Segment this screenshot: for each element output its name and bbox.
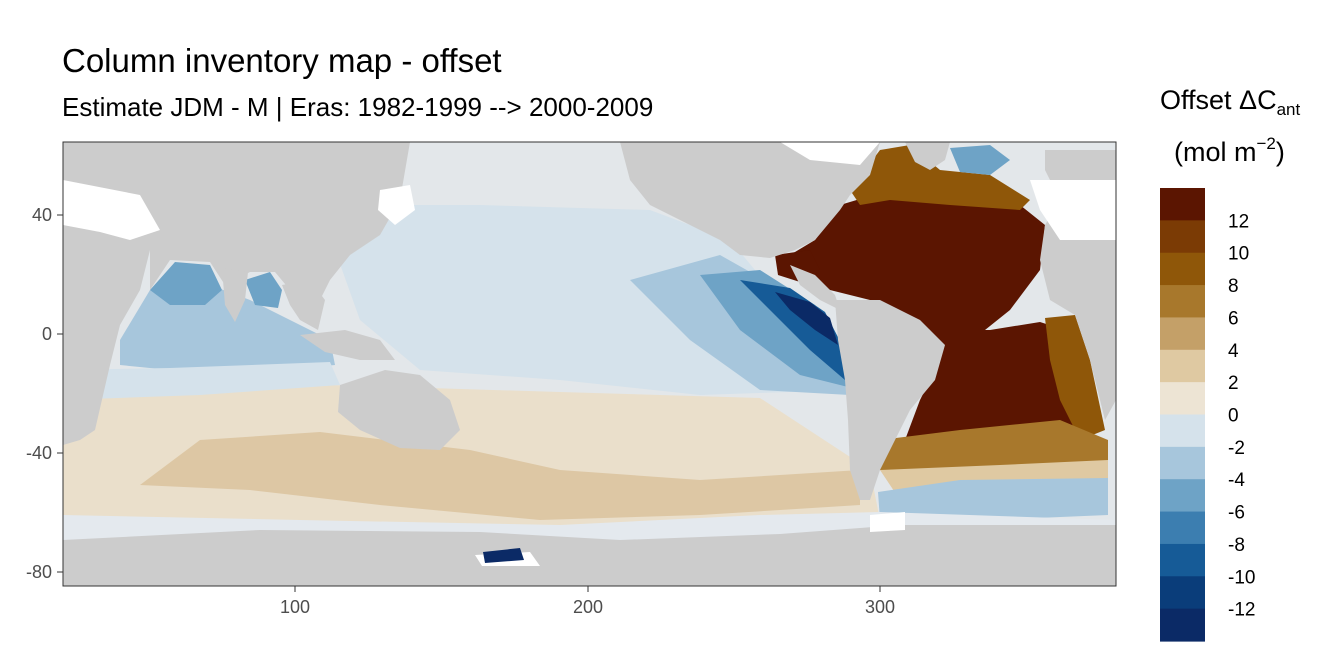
ross-sea-patch — [483, 548, 524, 563]
legend-swatch — [1160, 608, 1205, 642]
map-subtitle: Estimate JDM - M | Eras: 1982-1999 --> 2… — [62, 92, 654, 122]
legend-break-label: -10 — [1228, 567, 1255, 588]
eastern-tropical-pacific-core — [740, 280, 845, 380]
south-atlantic-east-shelf — [1045, 315, 1105, 440]
legend-break-label: 8 — [1228, 276, 1239, 297]
legend-break-label: 4 — [1228, 341, 1239, 362]
legend-break-label: 12 — [1228, 211, 1249, 232]
north-america — [620, 142, 880, 258]
x-tick-label: 200 — [573, 597, 603, 617]
legend-break-label: -4 — [1228, 470, 1245, 491]
bay-of-bengal — [245, 272, 282, 308]
y-tick-label: -80 — [26, 562, 52, 582]
india — [222, 268, 248, 322]
x-axis: 100 200 300 — [280, 586, 895, 617]
legend-break-label: 10 — [1228, 244, 1249, 265]
southeast-asia — [282, 280, 325, 330]
unmapped-arctic-na — [780, 142, 880, 165]
indian-ocean-south — [63, 362, 340, 400]
unmapped-weddell — [870, 512, 905, 532]
legend-swatch — [1160, 543, 1205, 577]
legend-swatch — [1160, 220, 1205, 254]
panel-border — [62, 141, 1117, 587]
y-tick-label: 0 — [42, 324, 52, 344]
legend-swatch — [1160, 382, 1205, 416]
north-atlantic-subpolar — [850, 145, 1030, 210]
legend-swatch — [1160, 349, 1205, 383]
south-america — [835, 300, 945, 500]
australia — [338, 370, 460, 450]
unmapped-arctic-asia — [63, 180, 160, 240]
legend-break-label: -2 — [1228, 438, 1245, 459]
eastern-tropical-pacific-deep — [775, 292, 838, 345]
legend-swatch — [1160, 511, 1205, 545]
eastern-tropical-pacific-mid — [700, 270, 852, 388]
legend-colorbar — [1160, 188, 1205, 642]
south-atlantic-blue-band — [878, 478, 1108, 520]
map-title: Column inventory map - offset — [62, 42, 502, 79]
asia — [150, 142, 410, 300]
legend-break-label: -12 — [1228, 600, 1255, 621]
x-tick-label: 300 — [865, 597, 895, 617]
southern-ocean-tan-patches — [140, 432, 860, 520]
legend-swatch — [1160, 414, 1205, 448]
legend-title: Offset ΔCant — [1160, 85, 1301, 119]
arabian-sea — [150, 262, 222, 305]
indian-ocean — [120, 285, 335, 372]
x-tick-label: 100 — [280, 597, 310, 617]
legend-swatch — [1160, 479, 1205, 513]
unmapped-east-asia — [378, 185, 415, 225]
greenland — [905, 142, 950, 170]
legend-break-label: -8 — [1228, 535, 1245, 556]
y-tick-label: 40 — [32, 205, 52, 225]
antarctica — [63, 525, 1116, 586]
labrador-sea-blue — [950, 145, 1010, 175]
y-axis: 40 0 -40 -80 — [26, 205, 63, 582]
legend-swatch — [1160, 576, 1205, 610]
legend-break-label: 2 — [1228, 373, 1239, 394]
legend-labels: 12 10 8 6 4 2 0 -2 -4 -6 -8 -10 -12 — [1228, 211, 1255, 620]
legend-swatch — [1160, 317, 1205, 351]
legend-unit: (mol m−2) — [1174, 134, 1285, 167]
legend-swatch — [1160, 252, 1205, 286]
legend-break-label: 6 — [1228, 308, 1239, 329]
legend-swatch — [1160, 446, 1205, 480]
legend-swatch — [1160, 285, 1205, 319]
maritime-continent — [300, 330, 395, 360]
north-atlantic — [790, 188, 1045, 338]
unmapped-arctic-eu — [1030, 180, 1116, 240]
y-tick-label: -40 — [26, 443, 52, 463]
legend-break-label: 0 — [1228, 406, 1239, 427]
legend-swatch — [1160, 188, 1205, 221]
legend-break-label: -6 — [1228, 503, 1245, 524]
central-america — [790, 265, 840, 310]
